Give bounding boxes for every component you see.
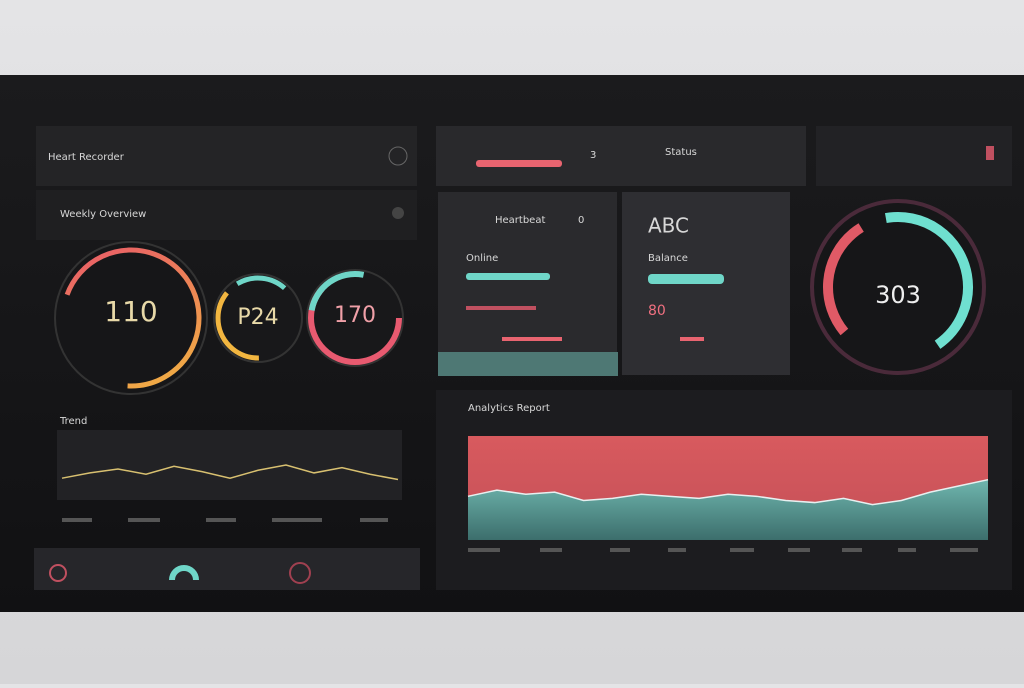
trend-title: Trend xyxy=(59,416,87,427)
panel xyxy=(436,126,806,186)
area-line xyxy=(467,478,989,506)
icon[interactable] xyxy=(986,146,994,160)
gauge-value: P24 xyxy=(237,305,278,330)
panel xyxy=(36,190,417,240)
gauge-arc xyxy=(308,270,402,365)
card-label: Online xyxy=(466,253,498,264)
area-title: Analytics Report xyxy=(468,403,550,414)
card-title: Heartbeat xyxy=(495,215,545,226)
gauge xyxy=(54,241,208,395)
axis-labels xyxy=(468,548,978,552)
gauge-arc xyxy=(215,275,301,361)
card-value: 0 xyxy=(578,215,584,226)
panel xyxy=(36,126,417,186)
gauge xyxy=(810,199,986,375)
card-value: 80 xyxy=(648,303,666,319)
icon[interactable] xyxy=(169,565,199,581)
title: Heart Recorder xyxy=(48,152,125,163)
progress xyxy=(680,337,704,341)
gauge-arc xyxy=(823,212,973,362)
status-label: Status xyxy=(665,147,697,158)
status-value: 3 xyxy=(590,150,596,161)
area-fill xyxy=(468,479,988,540)
progress xyxy=(476,160,562,167)
card-base xyxy=(438,352,618,376)
panel xyxy=(34,548,420,590)
subtitle: Weekly Overview xyxy=(60,209,146,220)
gauge-arc xyxy=(215,275,301,361)
icon[interactable] xyxy=(289,562,311,584)
progress xyxy=(466,306,536,310)
gauge xyxy=(306,269,404,367)
progress xyxy=(502,337,562,341)
icon[interactable] xyxy=(388,146,408,166)
gauge-value: 110 xyxy=(104,295,157,328)
gauge-value: 303 xyxy=(875,281,921,309)
trend-line xyxy=(61,464,399,481)
progress xyxy=(466,273,550,280)
card-title: ABC xyxy=(648,214,689,238)
gauge-value: 170 xyxy=(334,303,376,328)
panel xyxy=(57,430,402,500)
card xyxy=(438,192,617,352)
panel xyxy=(816,126,1012,186)
icon[interactable] xyxy=(49,564,67,582)
axis-labels xyxy=(62,518,388,522)
card-label: Balance xyxy=(648,253,688,264)
progress xyxy=(648,274,724,284)
gauge xyxy=(213,273,303,363)
icon[interactable] xyxy=(392,207,404,219)
gauge-arc xyxy=(308,271,402,365)
gauge-arc xyxy=(60,247,202,389)
